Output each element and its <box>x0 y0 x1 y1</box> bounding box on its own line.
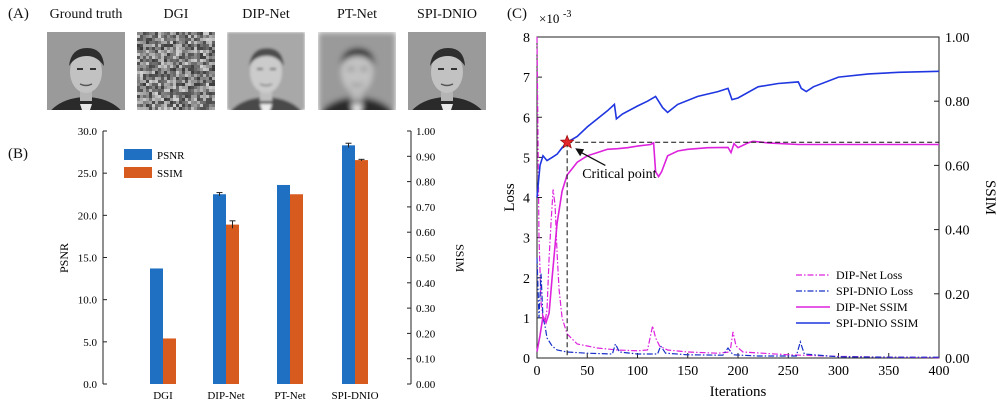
bar-y2tick-label: 0.10 <box>416 354 436 366</box>
thumbnail-title-1: DGI <box>163 7 189 22</box>
line-y2tick-label: 0.80 <box>945 95 970 110</box>
line-y2label: SSIM <box>982 180 997 215</box>
thumbnail-title-4: SPI-DNIO <box>417 7 477 22</box>
bar-y2tick-label: 0.20 <box>416 328 436 340</box>
bar-psnr-SPI-DNIO <box>342 145 355 384</box>
line-xtick-label: 400 <box>929 364 950 379</box>
line-ytick-label: 7 <box>523 71 530 86</box>
line-xtick-label: 0 <box>534 364 541 379</box>
critical-point-arrowhead <box>575 148 585 157</box>
bar-legend-swatch <box>124 149 152 160</box>
bar-legend-label: PSNR <box>157 150 185 162</box>
bar-ssim-SPI-DNIO <box>355 160 368 384</box>
bar-ssim-PT-Net <box>290 194 303 384</box>
bar-ytick-label: 15.0 <box>78 253 98 265</box>
line-legend-label: SPI-DNIO Loss <box>836 284 913 298</box>
line-ytick-label: 8 <box>523 31 530 46</box>
line-ytick-label: 0 <box>523 352 530 367</box>
bar-ylabel: PSNR <box>57 243 71 273</box>
line-y2tick-label: 1.00 <box>945 31 970 46</box>
thumbnail-image-2 <box>227 32 305 110</box>
line-y2tick-label: 0.20 <box>945 288 970 303</box>
bar-y2label: SSIM <box>453 244 467 272</box>
bar-ytick-label: 30.0 <box>78 126 98 138</box>
bar-category-label: DIP-Net <box>207 390 244 402</box>
thumbnail-image-1 <box>137 32 215 110</box>
bar-ytick-label: 0.0 <box>83 379 97 391</box>
line-ytick-label: 3 <box>523 232 530 247</box>
thumbnail-title-2: DIP-Net <box>242 7 290 22</box>
line-xtick-label: 100 <box>627 364 648 379</box>
bar-ytick-label: 25.0 <box>78 168 98 180</box>
bar-ytick-label: 20.0 <box>78 210 98 222</box>
series-line-dip-net-loss <box>536 36 940 359</box>
bar-y2tick-label: 0.90 <box>416 151 436 163</box>
line-y2tick-label: 0.60 <box>945 159 970 174</box>
bar-y2tick-label: 0.60 <box>416 227 436 239</box>
bar-category-label: PT-Net <box>274 390 305 402</box>
critical-point-marker <box>559 134 575 149</box>
line-y2tick-label: 0.40 <box>945 224 970 239</box>
line-xlabel: Iterations <box>710 384 767 400</box>
thumbnail-image-3 <box>318 32 396 110</box>
bar-category-label: SPI-DNIO <box>331 390 378 402</box>
bar-y2tick-label: 0.00 <box>416 379 436 391</box>
bar-psnr-PT-Net <box>277 184 290 384</box>
line-xtick-label: 350 <box>878 364 899 379</box>
bar-y2tick-label: 0.80 <box>416 177 436 189</box>
panel-c-label: (C) <box>507 6 527 22</box>
thumbnail-title-3: PT-Net <box>337 7 377 22</box>
panel-a-label: (A) <box>8 6 29 22</box>
line-ytick-label: 4 <box>523 192 530 207</box>
bar-psnr-DIP-Net <box>213 194 226 384</box>
line-ytick-label: 2 <box>523 272 530 287</box>
line-ytick-label: 1 <box>523 312 530 327</box>
line-y2tick-label: 0.00 <box>945 352 970 367</box>
line-xtick-label: 50 <box>580 364 594 379</box>
panel-b-label: (B) <box>8 146 28 162</box>
loss-exponent-label: ×10 <box>539 11 559 26</box>
line-xtick-label: 300 <box>828 364 849 379</box>
bar-ytick-label: 10.0 <box>78 295 98 307</box>
bar-y2tick-label: 0.30 <box>416 303 436 315</box>
bar-ssim-DIP-Net <box>226 224 239 384</box>
bar-y2tick-label: 1.00 <box>416 126 436 138</box>
line-xtick-label: 250 <box>778 364 799 379</box>
loss-exponent-power: -3 <box>563 9 571 20</box>
thumbnail-title-0: Ground truth <box>49 7 123 22</box>
bar-ssim-DGI <box>163 338 176 384</box>
bar-ytick-label: 5.0 <box>83 337 97 349</box>
series-line-spi-dnio-loss <box>536 257 939 358</box>
bar-y2tick-label: 0.50 <box>416 253 436 265</box>
line-ylabel: Loss <box>502 183 518 212</box>
series-line-spi-dnio-ssim <box>536 70 940 198</box>
line-xtick-label: 150 <box>677 364 698 379</box>
line-xtick-label: 200 <box>728 364 749 379</box>
thumbnail-image-0 <box>47 32 125 110</box>
bar-y2tick-label: 0.70 <box>416 202 436 214</box>
bar-y2tick-label: 0.40 <box>416 278 436 290</box>
bar-psnr-DGI <box>150 268 163 384</box>
bar-category-label: DGI <box>153 390 173 402</box>
bar-legend-swatch <box>124 167 152 178</box>
line-legend-label: DIP-Net Loss <box>836 268 903 282</box>
series-line-dip-net-ssim <box>536 140 939 352</box>
critical-point-arrow <box>576 149 606 166</box>
line-legend-label: SPI-DNIO SSIM <box>836 316 919 330</box>
line-legend-label: DIP-Net SSIM <box>836 300 908 314</box>
critical-point-label: Critical point <box>582 167 656 182</box>
thumbnail-image-4 <box>408 32 486 110</box>
line-ytick-label: 5 <box>523 151 530 166</box>
line-ytick-label: 6 <box>523 111 530 126</box>
line-plot-frame <box>536 36 940 359</box>
bar-legend-label: SSIM <box>157 168 183 180</box>
